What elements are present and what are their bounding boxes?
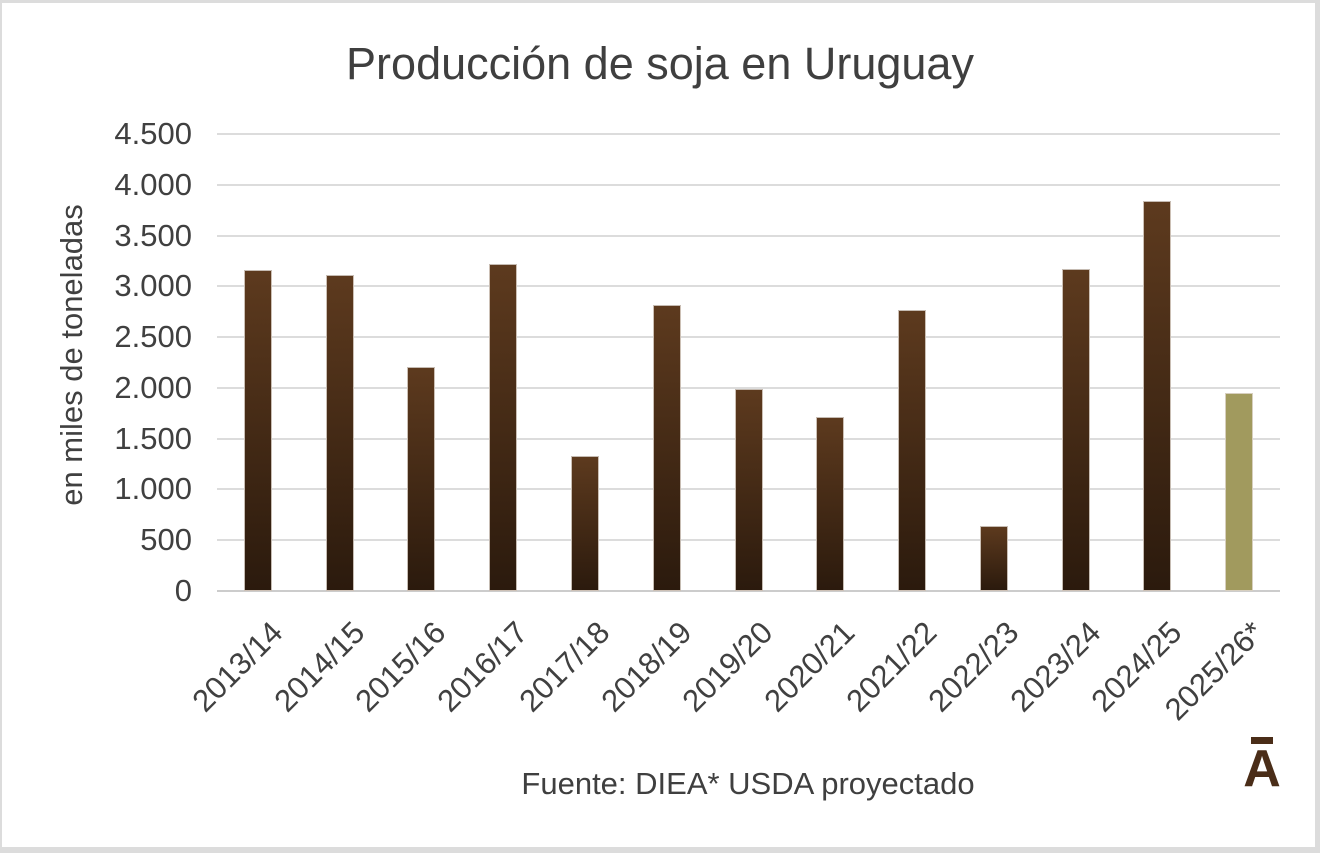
brand-logo: A — [1243, 737, 1281, 798]
bar-2020-21 — [816, 417, 845, 591]
bar-2023-24 — [1061, 268, 1090, 591]
logo-macron-bar-icon — [1251, 737, 1273, 744]
x-axis-label: 2013/14 — [185, 614, 290, 719]
gridline — [217, 336, 1280, 339]
gridline — [217, 234, 1280, 237]
bar-2013-14 — [243, 270, 272, 591]
x-axis-label: 2019/20 — [675, 614, 780, 719]
y-axis-tick-label: 2.000 — [114, 369, 192, 405]
bar-2016-17 — [489, 264, 518, 591]
y-axis-tick-label: 1.000 — [114, 471, 192, 507]
bar-2014-15 — [325, 275, 354, 591]
y-axis-tick-label: 2.500 — [114, 319, 192, 355]
bar-2022-23 — [979, 526, 1008, 591]
y-axis-tick-label: 1.500 — [114, 420, 192, 456]
x-axis-label: 2016/17 — [430, 614, 535, 719]
y-axis-tick-label: 500 — [140, 522, 192, 558]
bar-2019-20 — [734, 388, 763, 591]
x-axis-label: 2014/15 — [267, 614, 371, 719]
x-axis-label: 2015/16 — [348, 614, 453, 719]
x-axis-label: 2021/22 — [839, 614, 944, 719]
bar-2018-19 — [652, 304, 681, 591]
logo-letter: A — [1243, 740, 1281, 798]
x-axis-label: 2023/24 — [1002, 614, 1107, 719]
bar-2025-26 — [1225, 392, 1254, 591]
y-axis-tick-label: 4.500 — [114, 116, 192, 151]
x-axis-label: 2022/23 — [921, 614, 1026, 719]
bar-2017-18 — [570, 455, 599, 591]
y-axis-tick-label: 4.000 — [114, 166, 192, 202]
y-axis-tick-label: 0 — [174, 573, 192, 608]
source-caption: Fuente: DIEA* USDA proyectado — [521, 766, 975, 801]
x-axis-label: 2020/21 — [757, 614, 862, 719]
y-axis-tick-label: 3.500 — [114, 217, 192, 253]
bar-2024-25 — [1143, 201, 1172, 591]
y-axis-tick-label: 3.000 — [114, 268, 192, 304]
x-axis-label: 2017/18 — [512, 614, 617, 719]
gridline — [217, 386, 1280, 389]
bar-2021-22 — [898, 309, 927, 591]
bar-2015-16 — [407, 367, 436, 591]
gridline — [217, 183, 1280, 186]
gridline — [217, 133, 1280, 135]
x-axis-line — [217, 590, 1280, 592]
chart-title: Producción de soja en Uruguay — [346, 38, 974, 89]
x-axis-label: 2018/19 — [594, 614, 699, 719]
gridline — [217, 285, 1280, 288]
